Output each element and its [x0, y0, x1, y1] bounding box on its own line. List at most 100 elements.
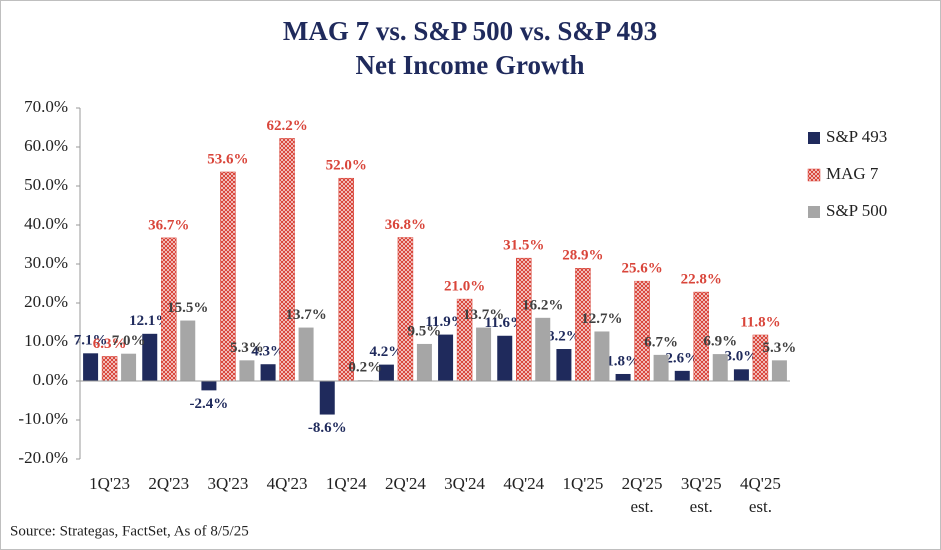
bar	[83, 353, 99, 381]
legend-label: S&P 500	[826, 201, 887, 220]
x-tick-label: 2Q'24	[385, 474, 426, 493]
value-label: 3.0%	[725, 349, 759, 365]
bar	[201, 381, 217, 391]
x-tick-label: 3Q'24	[444, 474, 485, 493]
x-tick-label: est.	[749, 497, 772, 516]
y-tick-label: 0.0%	[33, 370, 68, 389]
bar	[397, 237, 414, 382]
value-label: 4.3%	[251, 344, 285, 360]
value-label: 11.9%	[425, 314, 465, 330]
x-tick-label: 1Q'25	[562, 474, 603, 493]
value-label: 8.2%	[547, 328, 581, 344]
chart-subtitle: Net Income Growth	[356, 50, 585, 80]
x-tick-label: 1Q'24	[326, 474, 367, 493]
bar	[556, 349, 572, 381]
bar	[497, 335, 513, 381]
x-tick-label: 4Q'25	[740, 474, 781, 493]
bar	[516, 257, 532, 382]
bar	[180, 320, 196, 381]
value-label: 13.7%	[463, 307, 504, 323]
x-tick-label: 3Q'23	[207, 474, 248, 493]
legend-swatch	[808, 206, 820, 218]
value-label: 11.6%	[485, 315, 525, 331]
legend-label: MAG 7	[826, 164, 879, 183]
value-label: 21.0%	[444, 279, 485, 295]
value-label: 5.3%	[230, 340, 264, 356]
y-tick-label: 30.0%	[24, 253, 68, 272]
value-label: -8.6%	[308, 420, 347, 436]
chart-title: MAG 7 vs. S&P 500 vs. S&P 493	[283, 16, 657, 46]
source-note: Source: Strategas, FactSet, As of 8/5/25	[10, 523, 249, 539]
value-label: 6.3%	[93, 336, 127, 352]
value-label: 36.7%	[148, 217, 189, 233]
value-label: 13.7%	[285, 307, 326, 323]
value-label: 7.1%	[74, 333, 108, 349]
bar	[121, 353, 137, 381]
bar	[733, 369, 749, 381]
bar	[476, 327, 492, 381]
bar	[712, 354, 728, 381]
bar	[535, 317, 551, 381]
y-tick-label: 40.0%	[24, 214, 68, 233]
y-tick-label: 20.0%	[24, 292, 68, 311]
bar	[279, 138, 295, 382]
bar	[594, 331, 610, 381]
value-label: 5.3%	[763, 340, 797, 356]
value-label: 28.9%	[562, 248, 603, 264]
value-label: 22.8%	[681, 272, 722, 288]
value-label: 52.0%	[326, 158, 367, 174]
bar	[674, 370, 690, 381]
y-tick-label: 70.0%	[24, 97, 68, 116]
value-label: 6.9%	[703, 334, 737, 350]
bar	[298, 327, 314, 381]
x-tick-label: 4Q'24	[503, 474, 544, 493]
legend-label: S&P 493	[826, 127, 887, 146]
y-tick-label: -20.0%	[18, 448, 68, 467]
value-label: 53.6%	[207, 151, 248, 167]
value-label: 25.6%	[621, 261, 662, 277]
bar	[260, 364, 276, 381]
bar	[239, 360, 255, 381]
value-label: 9.5%	[408, 323, 442, 339]
value-label: 62.2%	[266, 118, 307, 134]
value-label: 7.0%	[112, 333, 146, 349]
legend-swatch	[807, 168, 821, 182]
bar	[416, 343, 432, 381]
x-tick-label: 1Q'23	[89, 474, 130, 493]
bar	[142, 333, 158, 381]
x-tick-label: 2Q'23	[148, 474, 189, 493]
bar	[319, 381, 335, 415]
bar	[338, 177, 354, 382]
value-label: 0.2%	[348, 360, 382, 376]
bar	[378, 364, 394, 381]
x-tick-label: 2Q'25	[622, 474, 663, 493]
y-tick-label: 10.0%	[24, 331, 68, 350]
value-label: 4.2%	[370, 344, 404, 360]
bar	[653, 354, 669, 381]
value-label: 36.8%	[385, 217, 426, 233]
y-tick-label: 50.0%	[24, 175, 68, 194]
value-label: -2.4%	[190, 396, 229, 412]
y-tick-label: 60.0%	[24, 136, 68, 155]
y-tick-label: -10.0%	[18, 409, 68, 428]
bar	[101, 356, 118, 382]
value-label: 11.8%	[740, 314, 780, 330]
value-label: 15.5%	[167, 300, 208, 316]
value-label: 12.1%	[129, 313, 170, 329]
bar	[615, 373, 631, 381]
x-tick-label: 3Q'25	[681, 474, 722, 493]
bar	[438, 334, 454, 381]
x-tick-label: est.	[690, 497, 713, 516]
value-label: 1.8%	[606, 353, 640, 369]
value-label: 31.5%	[503, 238, 544, 254]
bar	[771, 360, 787, 381]
value-label: 16.2%	[522, 297, 563, 313]
value-label: 2.6%	[665, 350, 699, 366]
bar	[634, 280, 650, 382]
value-label: 12.7%	[581, 311, 622, 327]
x-tick-label: est.	[631, 497, 654, 516]
x-tick-label: 4Q'23	[267, 474, 308, 493]
legend-swatch	[808, 132, 820, 144]
value-label: 6.7%	[644, 334, 678, 350]
